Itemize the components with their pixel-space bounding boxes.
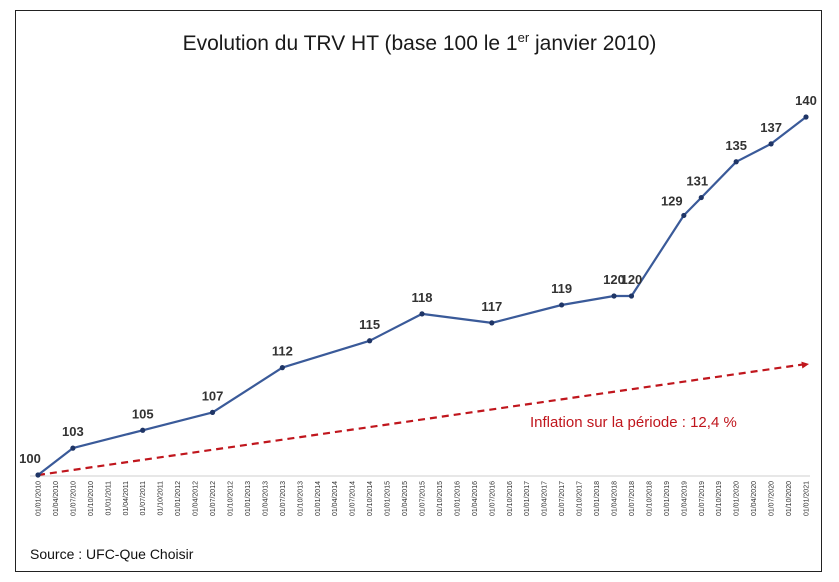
data-label: 137 (760, 120, 782, 135)
x-tick-label: 01/01/2013 (245, 481, 252, 516)
inflation-arrowhead (801, 361, 809, 369)
chart-title: Evolution du TRV HT (base 100 le 1er jan… (0, 30, 839, 56)
data-point (140, 427, 146, 433)
x-tick-label: 01/10/2012 (228, 481, 235, 516)
data-point (419, 311, 425, 317)
data-label: 120 (621, 272, 643, 287)
x-tick-label: 01/04/2015 (402, 481, 409, 516)
x-tick-label: 01/07/2014 (350, 481, 357, 516)
x-tick-label: 01/10/2015 (437, 481, 444, 516)
data-label: 119 (551, 281, 572, 296)
x-tick-label: 01/07/2020 (769, 481, 776, 516)
x-tick-label: 01/10/2019 (716, 481, 723, 516)
data-label: 120 (603, 272, 625, 287)
x-tick-label: 01/10/2014 (367, 481, 374, 516)
data-label: 107 (202, 388, 224, 403)
chart-title-rest: janvier 2010) (529, 32, 657, 55)
x-tick-label: 01/01/2014 (315, 481, 322, 516)
source-note: Source : UFC-Que Choisir (30, 546, 194, 562)
x-tick-label: 01/07/2013 (280, 481, 287, 516)
x-tick-label: 01/10/2010 (88, 481, 95, 516)
x-tick-label: 01/07/2016 (489, 481, 496, 516)
x-tick-label: 01/04/2014 (332, 481, 339, 516)
x-tick-label: 01/04/2017 (542, 481, 549, 516)
data-label: 135 (725, 138, 747, 153)
data-label: 105 (132, 406, 154, 421)
data-label: 103 (62, 424, 84, 439)
x-tick-label: 01/10/2020 (786, 481, 793, 516)
data-point (681, 212, 687, 219)
data-label: 140 (795, 93, 817, 108)
x-tick-label: 01/10/2013 (297, 481, 304, 516)
data-point (559, 302, 565, 308)
x-tick-label: 01/10/2011 (158, 481, 165, 516)
x-tick-label: 01/10/2016 (507, 481, 514, 516)
x-tick-label: 01/01/2016 (454, 481, 461, 516)
data-point (803, 114, 809, 120)
x-tick-label: 01/07/2019 (699, 481, 706, 516)
data-point (70, 445, 76, 451)
x-tick-label: 01/01/2021 (804, 481, 811, 516)
x-tick-label: 01/01/2010 (36, 481, 43, 516)
x-tick-label: 01/01/2011 (105, 481, 112, 516)
data-point (768, 141, 774, 147)
x-tick-label: 01/10/2018 (646, 481, 653, 516)
data-label: 115 (359, 317, 380, 332)
data-label: 129 (661, 193, 683, 208)
x-tick-label: 01/01/2020 (734, 481, 741, 516)
x-tick-label: 01/01/2019 (664, 481, 671, 516)
data-point (279, 365, 285, 371)
x-tick-label: 01/07/2011 (140, 481, 147, 516)
x-tick-label: 01/01/2012 (175, 481, 182, 516)
series-line (37, 116, 807, 476)
data-label: 118 (412, 290, 433, 305)
x-tick-label: 01/04/2012 (193, 481, 200, 516)
data-point (35, 472, 41, 478)
x-tick-label: 01/10/2017 (577, 481, 584, 516)
data-point (698, 194, 704, 201)
data-point (628, 293, 635, 299)
x-tick-label: 01/01/2015 (385, 481, 392, 516)
x-tick-label: 01/04/2013 (262, 481, 269, 516)
chart-title-main: Evolution du TRV HT (base 100 le 1 (182, 32, 518, 55)
chart-frame (15, 10, 822, 572)
x-tick-label: 01/04/2010 (53, 481, 60, 516)
x-tick-label: 01/04/2018 (612, 481, 619, 516)
data-label: 117 (481, 299, 502, 314)
x-tick-label: 01/04/2016 (472, 481, 479, 516)
data-point (209, 409, 216, 415)
x-tick-label: 01/07/2017 (559, 481, 566, 516)
data-point (611, 293, 617, 299)
x-tick-label: 01/07/2015 (420, 481, 427, 516)
x-tick-label: 01/01/2017 (524, 481, 531, 516)
data-point (489, 320, 495, 326)
data-point (733, 159, 739, 165)
x-tick-label: 01/07/2010 (70, 481, 77, 516)
x-tick-label: 01/07/2012 (210, 481, 217, 516)
x-tick-label: 01/04/2020 (751, 481, 758, 516)
x-tick-label: 01/04/2019 (681, 481, 688, 516)
x-tick-label: 01/07/2018 (629, 481, 636, 516)
data-label: 131 (686, 174, 708, 189)
data-point (367, 338, 373, 344)
x-tick-label: 01/01/2018 (594, 481, 601, 516)
inflation-trend-line (37, 363, 805, 477)
data-label: 112 (272, 344, 293, 359)
chart-title-superscript: er (517, 30, 530, 45)
data-label: 100 (19, 451, 41, 466)
x-tick-label: 01/04/2011 (123, 481, 130, 516)
inflation-label: Inflation sur la période : 12,4 % (530, 414, 737, 431)
